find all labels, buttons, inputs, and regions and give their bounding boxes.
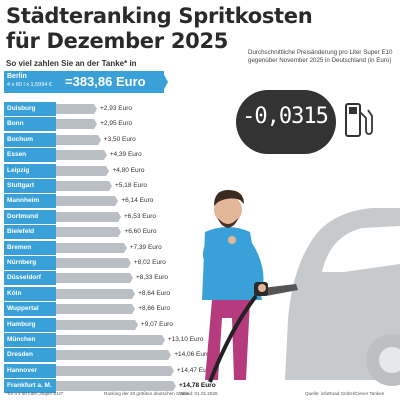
bar-tip [118, 211, 121, 222]
bar [56, 181, 109, 191]
data-label: +6,53 Euro [124, 212, 156, 220]
bar-tip [115, 196, 119, 207]
car-window [322, 226, 400, 272]
data-label: +8,66 Euro [138, 305, 171, 313]
category-label: Bielefeld [4, 225, 56, 240]
bar-tip [132, 288, 136, 299]
bar-tip [118, 227, 122, 238]
bar [56, 381, 173, 392]
data-label: +8,64 Euro [138, 289, 171, 297]
bar-tip [103, 150, 107, 161]
category-label: München [4, 333, 56, 347]
bar [56, 273, 130, 284]
ranking-note: Ranking der 20 größten deutschen Städte [104, 391, 190, 396]
bar [56, 196, 116, 207]
page-title-line-2: für Dezember 2025 [6, 29, 229, 53]
bar [56, 227, 119, 238]
data-label: +14,78 Euro [179, 382, 216, 390]
bar-tip [134, 319, 138, 330]
category-label: Bochum [4, 132, 56, 147]
data-label: +14,47 Euro [176, 366, 213, 374]
bar [56, 335, 162, 345]
fuel-nozzle [208, 282, 298, 383]
berlin-formula: 4 x 60 l x 1,5994 € [7, 82, 52, 88]
bar-tip [97, 134, 101, 145]
berlin-value: =383,86 Euro [65, 74, 146, 89]
subtitle: So viel zahlen Sie an der Tanke* in [6, 59, 137, 68]
bar [56, 350, 169, 361]
category-label: Hannover [4, 363, 56, 378]
category-label: Bremen [4, 240, 56, 255]
data-label: +5,18 Euro [115, 182, 147, 189]
bar-tip [173, 381, 176, 392]
bar-tip [94, 119, 98, 130]
bar-tip [168, 350, 172, 361]
category-label: Essen [4, 148, 56, 163]
bar [56, 258, 128, 268]
data-label: +9,07 Euro [140, 320, 173, 328]
category-label: Mannheim [4, 194, 56, 209]
berlin-reference-box: Berlin 4 x 60 l x 1,5994 € [4, 71, 164, 93]
bar [56, 211, 118, 222]
bar [56, 365, 171, 376]
bar [56, 242, 124, 253]
bar [56, 119, 95, 130]
data-label: +4,80 Euro [112, 166, 145, 174]
category-label: Bonn [4, 117, 56, 132]
bar-tip [109, 181, 112, 191]
bar [56, 134, 98, 145]
berlin-label: Berlin [7, 73, 27, 80]
price-change-display [236, 90, 336, 154]
category-label: Nürnberg [4, 256, 56, 270]
berlin-box-arrow [162, 71, 168, 93]
data-label: +14,06 Euro [174, 351, 210, 359]
bar [56, 304, 133, 315]
data-label: +13,10 Euro [167, 336, 204, 343]
car-hubcap [379, 347, 400, 373]
data-label: +8,02 Euro [133, 259, 166, 266]
bar [56, 319, 135, 330]
category-label: Dresden [4, 348, 56, 363]
bar-tip [106, 165, 110, 176]
bar-tip [161, 335, 165, 345]
category-label: Dortmund [4, 209, 56, 224]
category-label: Stuttgart [4, 179, 56, 193]
bar-tip [123, 242, 127, 253]
data-label: +2,95 Euro [100, 120, 133, 128]
price-change-caption: Durchschnittliche Preisänderung pro Lite… [248, 49, 393, 64]
category-label: Düsseldorf [4, 271, 56, 286]
bar [56, 150, 104, 161]
bar [56, 165, 107, 176]
bar-tip [130, 273, 133, 284]
bar [56, 288, 133, 299]
data-label: +6,60 Euro [124, 228, 157, 236]
category-label: Hamburg [4, 317, 56, 332]
category-label: Wuppertal [4, 302, 56, 317]
bar-tip [132, 304, 136, 315]
data-label: +2,93 Euro [100, 105, 132, 112]
bar [56, 104, 94, 114]
fuel-pump-icon [345, 103, 373, 137]
bar-tip [170, 365, 174, 376]
data-label: +8,33 Euro [136, 274, 168, 282]
price-change-value: -0,0315 [242, 104, 329, 129]
category-label: Köln [4, 286, 56, 301]
data-label: +7,39 Euro [129, 243, 162, 251]
data-label: +6,14 Euro [121, 197, 154, 205]
footnote: *für 4 x 60 Liter „Super E10" [6, 391, 64, 396]
category-label: Leipzig [4, 163, 56, 178]
category-label: Duisburg [4, 102, 56, 116]
bar-tip [127, 258, 131, 268]
category-label: Frankfurt a. M. [4, 379, 56, 394]
data-label: +4,39 Euro [109, 151, 142, 159]
page-title-line-1: Städteranking Spritkosten [6, 4, 313, 28]
bar-tip [94, 104, 97, 114]
date-note: Stand: 01.01.2026 [180, 391, 218, 396]
data-label: +3,50 Euro [103, 135, 136, 143]
source-note: Quelle: infoRoad GmbH/Clever Tanken [305, 391, 385, 396]
